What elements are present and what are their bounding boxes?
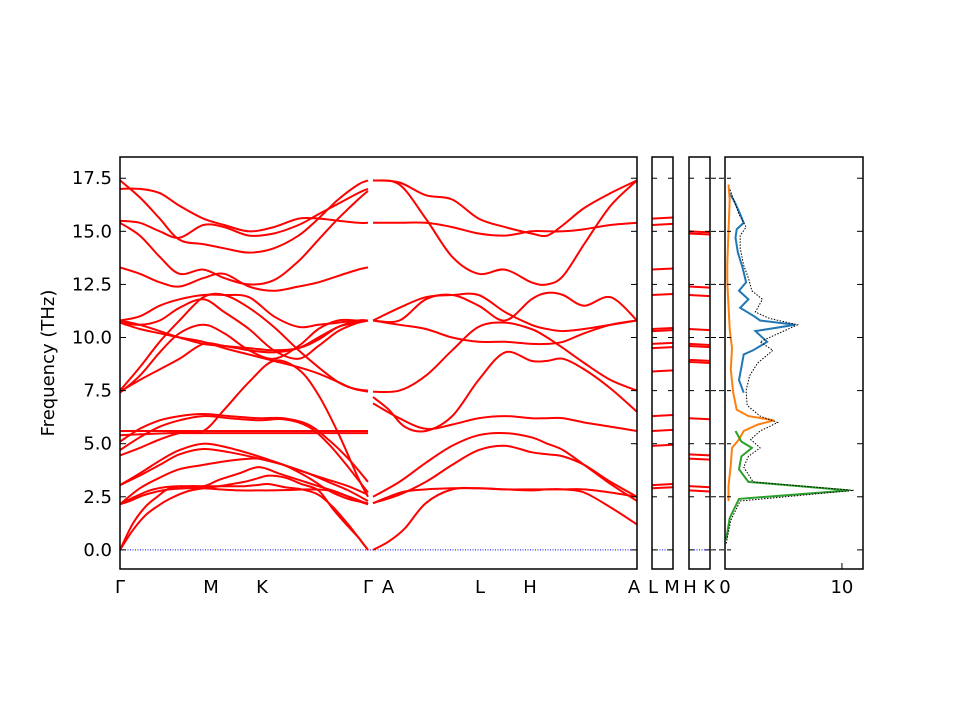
gamma-m-k-gamma-band-9: [119, 412, 369, 483]
k-point-label-6: H: [523, 577, 537, 598]
gamma-m-k-gamma-band-14: [119, 292, 369, 392]
y-tick-label-4: 10.0: [72, 328, 112, 349]
h-k-band-6: [688, 358, 711, 362]
gamma-m-k-gamma-band-11: [119, 432, 368, 437]
h-k-band-5: [688, 360, 711, 364]
ticks-layer: [120, 177, 863, 569]
h-k-band-10: [688, 294, 711, 298]
h-k-band-3: [688, 453, 711, 457]
k-point-label-4: A: [382, 577, 395, 598]
gamma-m-k-gamma-band-8: [119, 415, 369, 494]
gamma-m-k-gamma-band-16: [119, 319, 369, 352]
l-m-band-8: [651, 329, 674, 333]
dos-curve-2: [725, 430, 850, 540]
h-k-band-2: [688, 457, 711, 461]
l-m-band-11: [651, 267, 674, 271]
k-point-label-3: Γ: [363, 577, 373, 598]
gamma-m-k-gamma-band-6: [119, 442, 369, 496]
gamma-m-k-gamma-band-20: [119, 190, 369, 286]
dos-curve-3: [725, 188, 854, 544]
l-m-band-10: [651, 292, 674, 297]
y-tick-label-0: 0.0: [83, 540, 112, 561]
bands-layer: [119, 179, 854, 551]
l-m-band-1: [651, 483, 674, 487]
k-point-label-5: L: [475, 577, 485, 598]
a-l-h-a-band-3: [372, 431, 638, 502]
l-m-band-7: [651, 341, 674, 345]
h-k-band-12: [688, 232, 711, 236]
panel-frame-2: [688, 156, 711, 570]
gamma-m-k-gamma-band-1: [119, 483, 369, 551]
k-point-label-7: A: [628, 577, 641, 598]
y-tick-label-2: 5.0: [83, 434, 112, 455]
a-l-h-a-band-7: [372, 319, 638, 346]
h-k-band-11: [688, 285, 711, 289]
h-k-band-7: [688, 345, 711, 349]
a-l-h-a-band-4: [372, 402, 638, 432]
k-point-label-10: H: [683, 577, 697, 598]
gamma-m-k-gamma-band-23: [119, 179, 369, 254]
dos-x-tick-label-0: 0: [719, 577, 730, 598]
gamma-m-k-gamma-band-19: [119, 266, 369, 292]
k-point-label-0: Γ: [115, 577, 125, 598]
l-m-band-5: [651, 369, 674, 373]
a-l-h-a-band-8: [372, 291, 638, 324]
gamma-m-k-gamma-band-18: [119, 298, 369, 360]
y-tick-label-7: 17.5: [72, 168, 112, 189]
k-point-label-2: K: [256, 577, 269, 598]
a-l-h-a-band-10: [372, 179, 638, 286]
y-tick-label-5: 12.5: [72, 274, 112, 295]
h-k-band-9: [688, 328, 711, 332]
gamma-m-k-gamma-band-22: [119, 187, 369, 233]
l-m-band-9: [651, 326, 674, 331]
l-m-band-4: [651, 414, 674, 418]
labels-layer: 0.02.55.07.510.012.515.017.50 10Γ M K Γ A L H A L…: [72, 168, 853, 598]
gamma-m-k-gamma-band-17: [119, 293, 369, 329]
l-m-band-2: [651, 443, 674, 447]
a-l-h-a-band-0: [372, 486, 638, 551]
y-tick-label-3: 7.5: [83, 381, 112, 402]
gamma-m-k-gamma-band-21: [119, 187, 369, 239]
h-k-band-1: [688, 485, 711, 489]
a-l-h-a-band-1: [372, 487, 638, 505]
gamma-m-k-gamma-band-0: [119, 474, 369, 551]
frames-layer: [119, 156, 864, 570]
h-k-band-0: [688, 489, 711, 493]
dos-x-tick-label-1: 10: [830, 577, 853, 598]
panel-frame-1: [651, 156, 674, 570]
y-axis-title: Frequency (THz): [38, 290, 59, 437]
l-m-band-13: [651, 216, 674, 220]
l-m-band-3: [651, 428, 674, 432]
a-l-h-a-band-6: [372, 321, 638, 394]
gamma-m-k-gamma-band-4: [119, 457, 369, 505]
gamma-m-k-gamma-band-5: [119, 447, 369, 502]
k-point-label-11: K: [703, 577, 716, 598]
k-point-label-1: M: [203, 577, 219, 598]
h-k-band-4: [688, 417, 711, 421]
y-tick-label-6: 15.0: [72, 221, 112, 242]
dos-curve-0: [728, 192, 796, 394]
h-k-band-8: [688, 342, 711, 346]
a-l-h-a-band-12: [372, 179, 638, 238]
k-point-label-9: M: [664, 577, 680, 598]
a-l-h-a-band-9: [372, 292, 638, 333]
gamma-m-k-gamma-band-3: [119, 466, 369, 506]
dos-curve-1: [726, 184, 775, 501]
y-tick-label-1: 2.5: [83, 487, 112, 508]
gamma-m-k-gamma-band-15: [119, 321, 369, 393]
l-m-band-12: [651, 222, 674, 226]
panel-frame-0: [119, 156, 638, 570]
k-point-label-8: L: [648, 577, 658, 598]
l-m-band-0: [651, 486, 674, 490]
a-l-h-a-band-5: [372, 350, 638, 433]
l-m-band-6: [651, 346, 674, 350]
a-l-h-a-band-11: [373, 221, 638, 237]
panel-frame-3: [724, 156, 864, 570]
